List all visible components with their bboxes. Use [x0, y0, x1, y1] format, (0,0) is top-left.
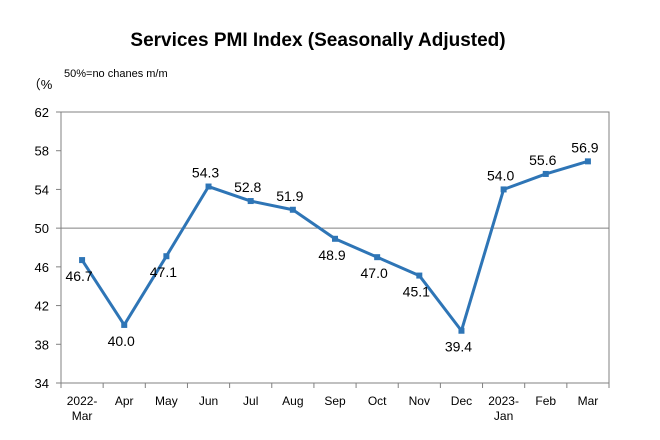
- y-tick-label: 62: [35, 105, 49, 120]
- data-label: 47.1: [150, 264, 177, 280]
- x-tick-label: Aug: [282, 394, 303, 408]
- y-tick-label: 42: [35, 299, 49, 314]
- data-label: 52.8: [234, 179, 261, 195]
- chart-title: Services PMI Index (Seasonally Adjusted): [130, 30, 505, 51]
- x-tick-label: 2023-: [488, 394, 519, 408]
- data-point: [247, 198, 254, 205]
- data-point: [374, 254, 381, 261]
- x-tick-label: May: [155, 394, 178, 408]
- data-label: 54.3: [192, 165, 219, 181]
- series-markers: [79, 158, 591, 334]
- x-tick-label: Mar: [578, 394, 599, 408]
- x-tick-label: Apr: [115, 394, 134, 408]
- x-tick-label: Dec: [451, 394, 472, 408]
- x-tick-label: Mar: [72, 409, 93, 423]
- data-point: [332, 235, 338, 242]
- data-point: [416, 272, 423, 279]
- data-point: [163, 253, 170, 260]
- x-tick-label: Oct: [368, 394, 387, 408]
- data-label: 55.6: [529, 152, 556, 168]
- data-point: [542, 170, 549, 177]
- data-label: 46.7: [65, 268, 92, 284]
- data-label: 45.1: [403, 284, 430, 300]
- data-point: [79, 257, 86, 264]
- data-point: [121, 321, 128, 328]
- y-tick-label: 50: [35, 221, 49, 236]
- chart-note: 50%=no chanes m/m: [64, 68, 168, 80]
- data-label: 47.0: [361, 265, 388, 281]
- data-point: [584, 158, 591, 165]
- y-tick-label: 34: [35, 376, 49, 391]
- data-point: [500, 186, 507, 193]
- x-tick-label: Feb: [535, 394, 556, 408]
- y-tick-label: 38: [35, 337, 49, 352]
- data-label: 48.9: [318, 247, 345, 263]
- x-tick-label: Sep: [324, 394, 346, 408]
- y-tick-label: 58: [35, 144, 49, 159]
- x-tick-label: Nov: [409, 394, 430, 408]
- x-tick-label: 2022-: [67, 394, 98, 408]
- x-tick-label: Jul: [243, 394, 258, 408]
- plot-area: [60, 111, 610, 384]
- x-tick-label: Jun: [199, 394, 218, 408]
- y-axis: 62 58 54 50 46 42 38 34: [35, 105, 61, 391]
- data-point: [458, 327, 465, 334]
- data-labels: 46.7 40.0 47.1 54.3 52.8 51.9 48.9 47.0 45.1 39.4…: [65, 139, 598, 354]
- y-tick-label: 46: [35, 260, 49, 275]
- x-tick-label: Jan: [494, 409, 513, 423]
- data-point: [289, 206, 296, 213]
- data-label: 51.9: [276, 188, 303, 204]
- data-label: 39.4: [445, 339, 472, 355]
- data-point: [205, 183, 212, 190]
- data-label: 56.9: [571, 139, 598, 155]
- y-axis-unit: （%: [28, 77, 53, 92]
- y-tick-label: 54: [35, 182, 49, 197]
- data-label: 40.0: [108, 333, 135, 349]
- data-label: 54.0: [487, 167, 514, 183]
